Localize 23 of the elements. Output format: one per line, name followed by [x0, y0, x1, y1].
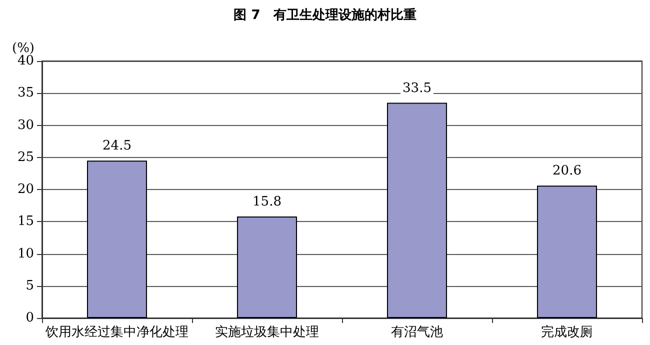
y-tick-label: 10: [17, 246, 34, 262]
y-tick-label: 25: [17, 150, 34, 165]
y-tick-label: 0: [26, 310, 34, 326]
data-label: 20.6: [552, 164, 582, 179]
bar: [387, 102, 447, 318]
bar: [537, 186, 597, 318]
chart-title: 图 7 有卫生处理设施的村比重: [234, 7, 416, 23]
y-tick-label: 5: [26, 278, 34, 294]
bar: [87, 160, 147, 318]
y-tick-label: 40: [17, 54, 34, 68]
x-tick-label: 完成改厕: [541, 324, 593, 340]
data-label: 15.8: [252, 194, 282, 210]
y-tick-label: 35: [17, 86, 34, 101]
bar: [237, 216, 297, 318]
x-tick-label: 有沼气池: [391, 325, 443, 340]
y-axis-title: (%): [12, 41, 34, 56]
y-tick-label: 30: [17, 118, 34, 133]
y-tick-label: 15: [17, 214, 34, 230]
data-label: 24.5: [102, 138, 132, 154]
x-tick-label: 实施垃圾集中处理: [215, 325, 319, 340]
x-tick-label: 饮用水经过集中净化处理: [44, 325, 188, 340]
data-label: 33.5: [402, 80, 432, 96]
y-tick-label: 20: [17, 182, 34, 197]
